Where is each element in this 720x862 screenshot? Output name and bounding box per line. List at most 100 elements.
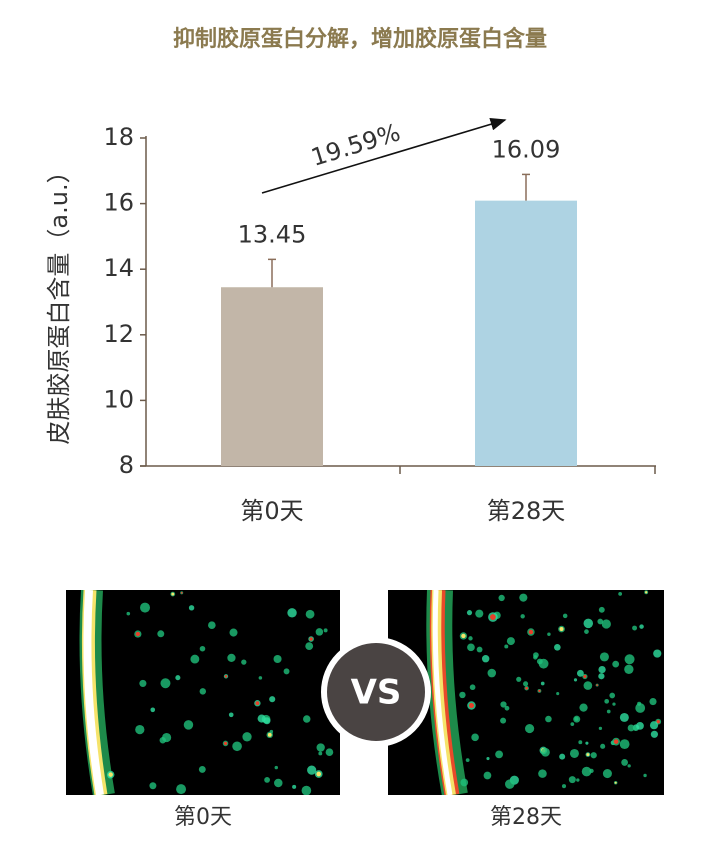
speckle: [598, 665, 606, 674]
bar: [221, 287, 323, 466]
speckle: [586, 753, 590, 756]
speckle: [171, 592, 175, 596]
speckle: [636, 721, 644, 730]
speckle: [487, 668, 497, 678]
speckle: [257, 714, 266, 723]
speckle: [554, 643, 561, 651]
speckle: [533, 655, 538, 660]
speckle: [505, 779, 515, 789]
speckle: [504, 705, 510, 711]
speckle: [538, 689, 541, 693]
speckle: [516, 676, 522, 682]
speckle: [520, 614, 525, 619]
y-tick-label: 12: [103, 320, 134, 348]
speckle: [500, 701, 507, 708]
speckle: [637, 701, 642, 706]
y-tick-label: 16: [103, 189, 134, 217]
speckle: [292, 784, 297, 789]
speckle: [486, 756, 490, 761]
y-axis-label: 皮肤胶原蛋白含量（a.u.）: [45, 159, 73, 444]
speckle: [199, 688, 207, 695]
speckle: [583, 618, 594, 629]
speckle: [583, 674, 587, 679]
speckle: [612, 702, 616, 706]
speckle: [650, 730, 659, 738]
y-tick-label: 8: [119, 451, 134, 479]
speckle: [559, 627, 564, 632]
speckle: [598, 606, 605, 613]
speckle: [559, 753, 566, 760]
speckle: [498, 594, 505, 602]
speckle: [596, 684, 599, 687]
speckle: [573, 678, 578, 682]
speckle: [569, 748, 579, 758]
speckle: [585, 741, 589, 745]
speckle: [606, 709, 611, 714]
speckle: [309, 637, 313, 641]
speckle: [504, 644, 509, 649]
speckle: [576, 778, 580, 782]
speckle: [624, 664, 634, 674]
speckle: [576, 669, 584, 677]
speckle: [183, 720, 194, 730]
speckle: [232, 741, 242, 752]
speckle: [274, 778, 283, 788]
speckle: [643, 773, 647, 778]
speckle: [590, 752, 597, 759]
speckle: [627, 764, 631, 768]
image-label: 第0天: [174, 805, 232, 830]
speckle: [241, 659, 247, 665]
speckle: [540, 681, 545, 686]
speckle: [632, 625, 638, 631]
value-label: 16.09: [492, 135, 561, 163]
speckle: [228, 712, 234, 718]
speckle: [471, 733, 479, 742]
speckle: [639, 624, 644, 629]
vs-text: VS: [351, 673, 402, 713]
speckle: [208, 621, 216, 630]
speckle: [316, 743, 325, 752]
speckle: [199, 645, 206, 652]
speckle: [598, 726, 603, 731]
speckle: [149, 782, 157, 790]
speckle: [645, 591, 648, 594]
chart-title: 抑制胶原蛋白分解，增加胶原蛋白含量: [173, 26, 547, 52]
speckle: [545, 715, 552, 723]
speckle: [227, 653, 236, 662]
value-label: 13.45: [238, 220, 307, 248]
speckle: [578, 740, 583, 745]
speckle: [273, 654, 282, 664]
speckle: [318, 751, 323, 756]
y-tick-label: 14: [103, 254, 134, 282]
speckle: [242, 732, 252, 742]
speckle: [160, 678, 171, 689]
speckle: [581, 766, 592, 777]
speckle: [162, 732, 172, 743]
speckle: [468, 636, 473, 641]
speckle: [175, 675, 181, 681]
vs-badge: [321, 637, 431, 747]
speckle: [264, 777, 270, 783]
speckle: [301, 785, 312, 795]
speckle: [583, 681, 593, 690]
annotation: 19.59%: [308, 118, 404, 172]
speckle: [316, 771, 322, 777]
speckle: [598, 673, 605, 680]
speckle: [481, 654, 490, 663]
x-tick-label: 第0天: [240, 497, 303, 525]
speckle: [224, 674, 228, 678]
speckle: [476, 646, 483, 653]
speckle: [467, 643, 475, 652]
speckle: [140, 602, 151, 613]
speckle: [613, 739, 619, 745]
speckle: [525, 724, 535, 734]
speckle: [223, 741, 228, 746]
speckle: [602, 769, 612, 779]
y-tick-label: 10: [103, 385, 134, 413]
speckle: [506, 637, 515, 646]
speckle: [541, 747, 550, 757]
speckle: [229, 628, 238, 637]
speckle: [525, 686, 528, 690]
speckle: [139, 679, 147, 687]
